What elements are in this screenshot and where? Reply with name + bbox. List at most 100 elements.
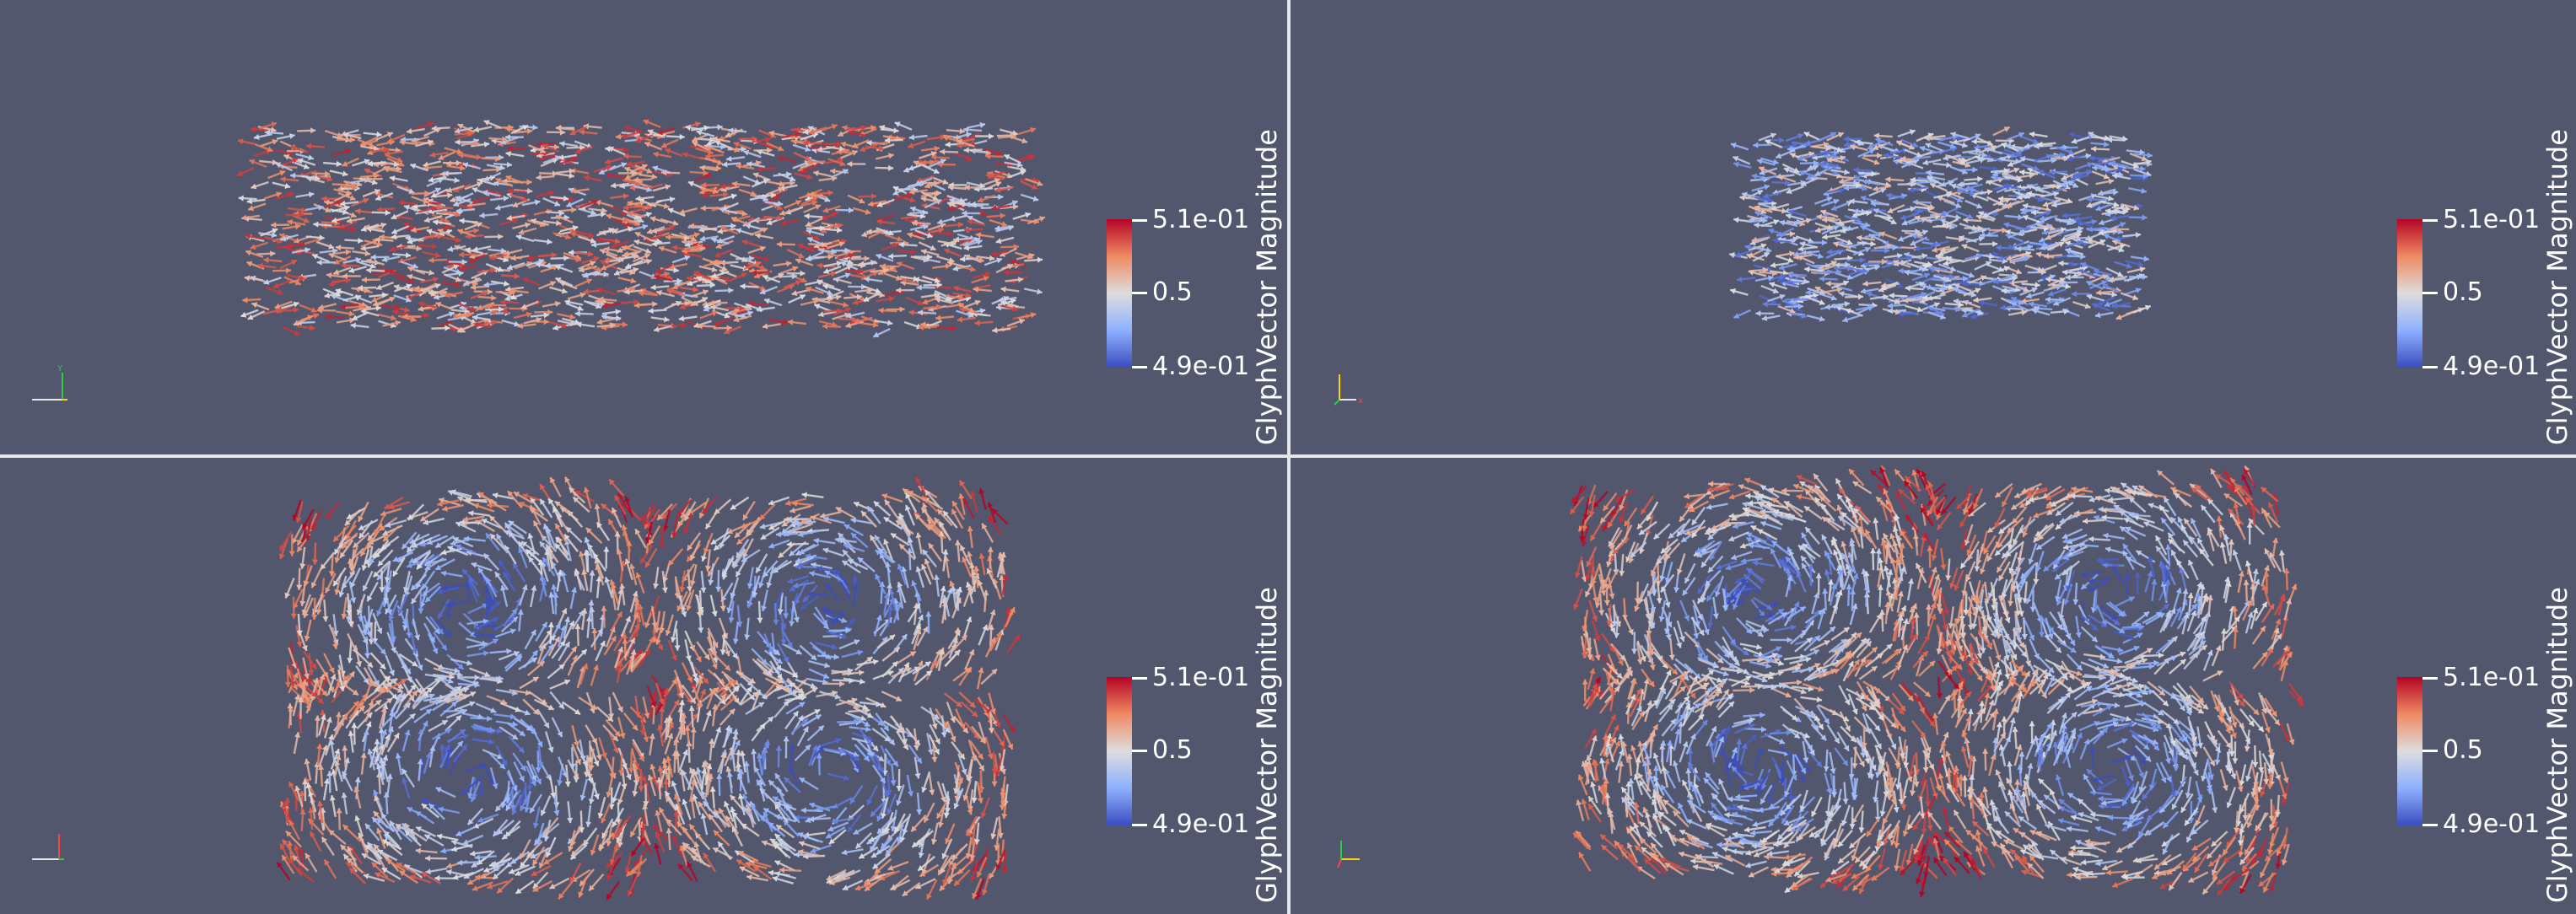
glyph-arrowhead	[975, 232, 982, 239]
glyph-arrowhead	[595, 266, 602, 272]
glyph-arrowhead	[532, 822, 539, 829]
glyph-arrowhead	[522, 277, 529, 283]
glyph-arrowhead	[2069, 132, 2076, 138]
glyph-arrowhead	[1961, 280, 1967, 287]
glyph-arrowhead	[564, 298, 571, 305]
glyph-arrowhead	[703, 169, 709, 176]
glyph-arrowhead	[390, 820, 396, 827]
glyph-arrowhead	[2012, 275, 2018, 282]
glyph-arrowhead	[426, 228, 433, 235]
glyph-arrowhead	[1978, 235, 1985, 242]
glyph-arrowhead	[1846, 201, 1852, 207]
glyph-arrowhead	[1780, 273, 1786, 280]
glyph-arrowhead	[734, 146, 740, 153]
glyph-arrowhead	[1755, 310, 1761, 317]
glyph-arrowhead	[244, 275, 251, 282]
colorbar-legend: 5.1e-01 0.5 4.9e-01 GlyphVector Magnitud…	[1105, 129, 1287, 452]
glyph-arrowhead	[498, 234, 504, 240]
glyph-arrowhead	[1781, 207, 1787, 214]
glyph-arrowhead	[633, 176, 639, 183]
glyph-arrowhead	[812, 298, 819, 305]
glyph-arrowhead	[627, 226, 633, 233]
glyph-arrowhead	[245, 233, 251, 239]
glyph-arrowhead	[284, 183, 291, 189]
glyph-arrowhead	[600, 301, 606, 308]
glyph-arrowhead	[366, 258, 372, 265]
glyph-arrowhead	[906, 192, 912, 199]
glyph-arrowhead	[777, 214, 783, 222]
glyph-arrowhead	[1789, 231, 1795, 238]
glyph-arrowhead	[720, 226, 727, 232]
glyph-arrowhead	[483, 141, 490, 148]
glyph-arrowhead	[343, 853, 349, 860]
glyph-arrowhead	[263, 279, 270, 285]
glyph-arrowhead	[806, 286, 812, 293]
glyph-arrowhead	[1008, 224, 1014, 231]
glyph-arrowhead	[1823, 153, 1830, 159]
colorbar-legend: 5.1e-01 0.5 4.9e-01 GlyphVector Magnitud…	[2395, 129, 2576, 452]
glyph-arrowhead	[725, 650, 730, 657]
glyph-arrowhead	[2078, 225, 2083, 232]
glyph-arrowhead	[692, 300, 698, 306]
glyph-arrowhead	[892, 243, 899, 249]
glyph-arrowhead	[1831, 205, 1837, 212]
glyph-arrowhead	[916, 284, 922, 291]
glyph-arrowhead	[2058, 260, 2064, 266]
glyph-arrowhead	[1959, 159, 1966, 164]
glyph-arrowhead	[314, 715, 321, 721]
glyph-arrowhead	[624, 288, 630, 295]
glyph-arrowhead	[577, 305, 584, 311]
glyph-arrowhead	[476, 153, 482, 160]
glyph-arrowhead	[404, 306, 410, 313]
glyph-arrowhead	[778, 272, 784, 279]
render-view-top-right[interactable]: x 5.1e-01 0.5 4.9e-01 GlyphVector Magnit…	[1291, 0, 2576, 454]
glyph-arrowhead	[1835, 262, 1840, 269]
glyph-arrowhead	[2092, 303, 2099, 309]
glyph-arrowhead	[800, 167, 807, 174]
glyph-arrowhead	[2090, 193, 2097, 200]
glyph-arrowhead	[391, 228, 398, 234]
glyph-arrowhead	[433, 219, 439, 226]
glyph-arrowhead	[715, 243, 722, 249]
glyph-arrowhead	[650, 284, 656, 291]
glyph-arrowhead	[762, 323, 768, 330]
glyph-arrowhead	[756, 567, 762, 573]
glyph-arrowhead	[2086, 281, 2093, 287]
glyph-arrowhead	[887, 229, 894, 236]
glyph-arrowhead	[1849, 143, 1856, 150]
glyph-arrowhead	[1830, 132, 1836, 138]
glyph-arrowhead	[721, 186, 727, 193]
glyph-arrowhead	[1730, 288, 1736, 294]
glyph-arrowhead	[1860, 256, 1866, 264]
glyph-arrowhead	[291, 158, 298, 164]
glyph-arrowhead	[932, 195, 939, 201]
glyph-arrowhead	[590, 849, 596, 856]
glyph-arrowhead	[2044, 253, 2050, 260]
glyph-arrowhead	[342, 170, 348, 177]
glyph-arrowhead	[459, 265, 465, 272]
glyph-arrowhead	[609, 579, 616, 586]
glyph-arrowhead	[917, 299, 924, 306]
glyph-arrowhead	[2023, 214, 2029, 221]
render-view-top-left[interactable]: Y 5.1e-01 0.5 4.9e-01 GlyphVector Magnit…	[0, 0, 1287, 454]
glyph-arrowhead	[1757, 159, 1763, 164]
glyph-arrowhead	[664, 316, 670, 323]
glyph-arrowhead	[1854, 139, 1861, 146]
glyph-arrowhead	[848, 129, 854, 136]
colorbar-title: GlyphVector Magnitude	[1251, 129, 1283, 445]
glyph-arrowhead	[646, 168, 652, 174]
glyph-arrowhead	[711, 310, 718, 317]
glyph-arrowhead	[457, 326, 464, 333]
glyph-arrowhead	[342, 825, 349, 831]
render-view-bottom-left[interactable]: 5.1e-01 0.5 4.9e-01 GlyphVector Magnitud…	[0, 458, 1287, 914]
glyph-arrowhead	[1917, 207, 1923, 214]
glyph-arrowhead	[1993, 278, 1999, 285]
glyph-arrowhead	[844, 272, 851, 279]
glyph-arrowhead	[580, 649, 587, 655]
glyph-arrowhead	[1981, 275, 1986, 281]
glyph-arrowhead	[608, 146, 614, 153]
glyph-arrowhead	[1763, 252, 1770, 258]
glyph-arrowhead	[251, 183, 257, 190]
glyph-arrowhead	[476, 222, 482, 228]
glyph-arrowhead	[2049, 224, 2056, 231]
